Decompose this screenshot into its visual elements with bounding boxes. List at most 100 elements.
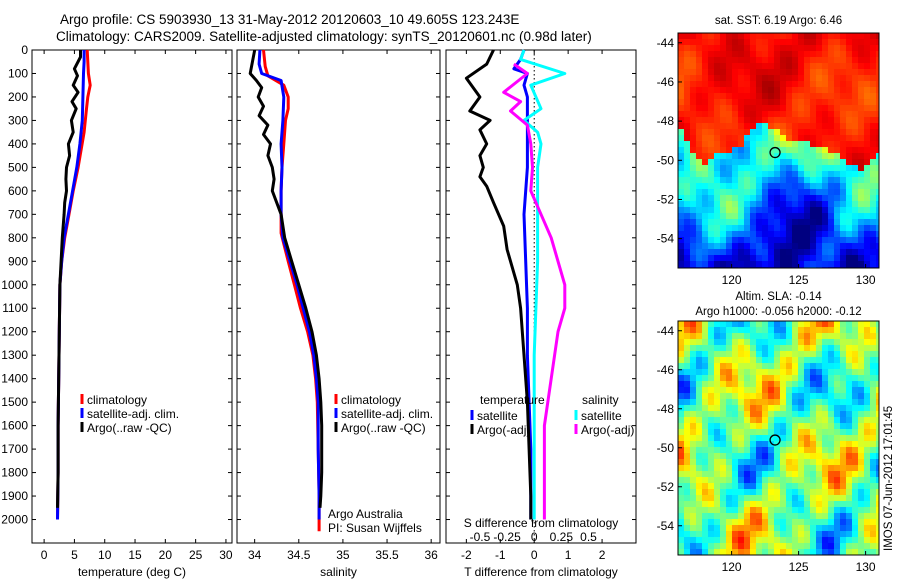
sst_map-cell [876, 255, 879, 261]
sst_map-cell [840, 255, 846, 261]
sla_map-cell [738, 375, 744, 381]
sst_map-cell [876, 213, 879, 219]
sst_map-cell [774, 237, 780, 243]
sla_map-cell [708, 483, 714, 489]
sst_map-cell [780, 135, 786, 141]
sla_map-cell [750, 411, 756, 417]
salinity-series-satellite-adj-clim- [257, 49, 321, 520]
sla_map-cell [864, 345, 870, 351]
sst_map-cell [762, 105, 768, 111]
sla_map-cell [864, 513, 870, 519]
sla_map-cell [774, 507, 780, 513]
sla_map-cell [828, 339, 834, 345]
sst_map-cell [828, 141, 834, 147]
sst_map-cell [762, 219, 768, 225]
sla_map-cell [690, 405, 696, 411]
sla_map-cell [762, 531, 768, 537]
sst_map-cell [804, 177, 810, 183]
sla_map-cell [834, 471, 840, 477]
sst_map-cell [756, 87, 762, 93]
sla_map-cell [774, 363, 780, 369]
sla_map-cell [816, 525, 822, 531]
sla_map-cell [678, 465, 684, 471]
sla_map-cell [702, 549, 708, 555]
sst_map-cell [852, 45, 858, 51]
sla_map-cell [876, 435, 879, 441]
sst_map-cell [732, 219, 738, 225]
sst_map-cell [792, 171, 798, 177]
sst_map-cell [864, 195, 870, 201]
sla_map-cell [810, 369, 816, 375]
y-tick-label: 1000 [1, 278, 28, 292]
sla_map-cell [816, 399, 822, 405]
sst_map-cell [690, 33, 696, 39]
sla_map-cell [696, 375, 702, 381]
sla_map-cell [690, 375, 696, 381]
sla_map-cell [762, 435, 768, 441]
sst_map-cell [834, 231, 840, 237]
sla_map-cell [732, 399, 738, 405]
sla_map-cell [864, 501, 870, 507]
sst_map-cell [762, 165, 768, 171]
sla_map-cell [744, 435, 750, 441]
sst_map-cell [690, 93, 696, 99]
sla_map-cell [822, 333, 828, 339]
sst_map-cell [684, 135, 690, 141]
sla_map-cell [852, 459, 858, 465]
sla_map-cell [690, 519, 696, 525]
sst_map-cell [858, 153, 864, 159]
sst_map-cell [714, 51, 720, 57]
sst_map-cell [834, 195, 840, 201]
sla_map-cell [684, 489, 690, 495]
sla_map-cell [780, 477, 786, 483]
sst_map-cell [792, 159, 798, 165]
sla_map-cell [738, 507, 744, 513]
sla_map-cell [834, 513, 840, 519]
sst_map-cell [702, 81, 708, 87]
sst_map-cell [774, 81, 780, 87]
sla_map-cell [840, 375, 846, 381]
sst_map-cell [864, 183, 870, 189]
sst_map-cell [696, 39, 702, 45]
sst_map-cell [708, 123, 714, 129]
sst_map-cell [732, 63, 738, 69]
sla_map-cell [750, 495, 756, 501]
sla_map-cell [750, 513, 756, 519]
sst_map-cell [798, 237, 804, 243]
sst_map-cell [720, 189, 726, 195]
sst_map-cell [738, 195, 744, 201]
sst_map-xtick-label: 130 [856, 273, 876, 287]
sla_map-cell [696, 351, 702, 357]
sla_map-cell [720, 417, 726, 423]
sla_map-cell [858, 531, 864, 537]
sla_map-cell [696, 543, 702, 549]
sla_map-cell [756, 393, 762, 399]
sst_map-title: sat. SST: 6.19 Argo: 6.46 [715, 15, 842, 27]
sst_map-cell [738, 183, 744, 189]
sla_map-cell [702, 441, 708, 447]
sst_map-cell [846, 117, 852, 123]
temperature-frame [31, 49, 233, 544]
sst_map-cell [798, 225, 804, 231]
sla_map-cell [834, 363, 840, 369]
sst_map-cell [762, 57, 768, 63]
sla_map-cell [828, 537, 834, 543]
sla_map-cell [708, 543, 714, 549]
sla_map-cell [756, 321, 762, 327]
sst_map-cell [714, 45, 720, 51]
sla_map-cell [702, 357, 708, 363]
difference-series-satellite [519, 49, 567, 520]
sla_map-cell [864, 549, 870, 555]
sst_map-cell [738, 171, 744, 177]
sla_map-cell [732, 441, 738, 447]
sst_map-cell [834, 243, 840, 249]
sla_map-cell [852, 327, 858, 333]
sla_map-cell [678, 387, 684, 393]
sst_map-cell [858, 69, 864, 75]
sla_map-cell [678, 357, 684, 363]
sla_map-cell [780, 525, 786, 531]
sst_map-cell [864, 159, 870, 165]
sst_map-cell [798, 135, 804, 141]
sst_map-cell [816, 183, 822, 189]
sla_map-cell [834, 417, 840, 423]
